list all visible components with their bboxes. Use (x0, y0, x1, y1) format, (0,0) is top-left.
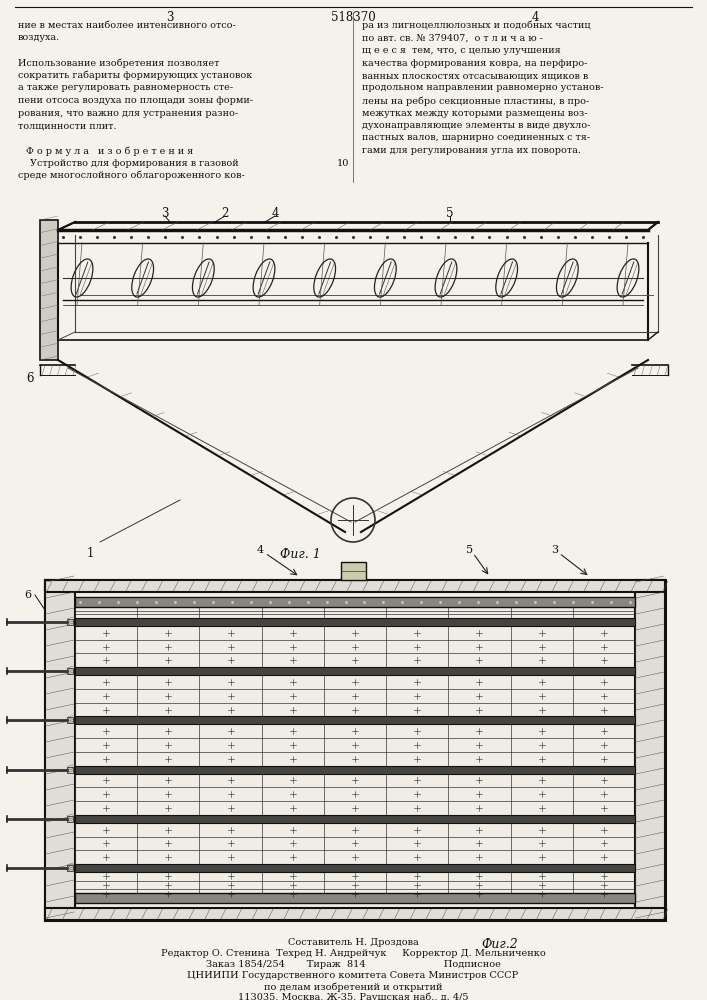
Text: по делам изобретений и открытий: по делам изобретений и открытий (264, 982, 443, 992)
Text: 4: 4 (531, 11, 539, 24)
Bar (75, 893, 635, 903)
Bar (45, 580, 665, 592)
Bar (45, 580, 75, 920)
Text: Редактор О. Стенина  Техред Н. Андрейчук     Корректор Д. Мельниченко: Редактор О. Стенина Техред Н. Андрейчук … (160, 949, 545, 958)
Text: Ф о р м у л а   и з о б р е т е н и я: Ф о р м у л а и з о б р е т е н и я (26, 146, 193, 155)
Text: 3: 3 (161, 207, 169, 220)
Bar (341, 562, 366, 580)
Text: 113035, Москва, Ж-35, Раушская наб., д. 4/5: 113035, Москва, Ж-35, Раушская наб., д. … (238, 993, 468, 1000)
Text: 6: 6 (25, 590, 32, 600)
Text: сократить габариты формирующих установок: сократить габариты формирующих установок (18, 71, 252, 81)
Text: среде многослойного облагороженного ков-: среде многослойного облагороженного ков- (18, 171, 245, 180)
Bar (75, 667, 635, 675)
Text: пастных валов, шарнирно соединенных с тя-: пастных валов, шарнирно соединенных с тя… (362, 133, 590, 142)
Bar (75, 864, 635, 872)
Text: ванных плоскостях отсасывающих ящиков в: ванных плоскостях отсасывающих ящиков в (362, 71, 588, 80)
Bar (75, 618, 635, 626)
Bar (67, 865, 73, 871)
Text: лены на ребро секционные пластины, в про-: лены на ребро секционные пластины, в про… (362, 96, 589, 105)
Text: 2: 2 (221, 207, 228, 220)
Bar (635, 580, 665, 920)
Text: 3: 3 (166, 11, 174, 24)
Text: 1: 1 (86, 547, 94, 560)
Text: 4: 4 (257, 545, 264, 555)
Text: 518370: 518370 (331, 11, 375, 24)
Bar (75, 597, 635, 607)
Text: ра из лигноцеллюлозных и подобных частиц: ра из лигноцеллюлозных и подобных частиц (362, 21, 590, 30)
Text: пени отсоса воздуха по площади зоны форми-: пени отсоса воздуха по площади зоны форм… (18, 96, 253, 105)
Text: Фиг. 1: Фиг. 1 (280, 548, 320, 561)
Text: щ е е с я  тем, что, с целью улучшения: щ е е с я тем, что, с целью улучшения (362, 46, 561, 55)
Text: межутках между которыми размещены воз-: межутках между которыми размещены воз- (362, 108, 588, 117)
Text: 6: 6 (26, 372, 34, 385)
Bar (75, 766, 635, 774)
Bar (40, 220, 58, 360)
Text: а также регулировать равномерность сте-: а также регулировать равномерность сте- (18, 84, 233, 93)
Bar (75, 716, 635, 724)
Bar (67, 619, 73, 625)
Bar (75, 815, 635, 823)
Text: 5: 5 (467, 545, 474, 555)
Text: 5: 5 (446, 207, 454, 220)
Text: по авт. св. № 379407,  о т л и ч а ю -: по авт. св. № 379407, о т л и ч а ю - (362, 33, 543, 42)
Bar (45, 908, 665, 920)
Text: 4: 4 (271, 207, 279, 220)
Text: 3: 3 (551, 545, 559, 555)
Text: Использование изобретения позволяет: Использование изобретения позволяет (18, 58, 219, 68)
Text: воздуха.: воздуха. (18, 33, 60, 42)
Text: качества формирования ковра, на перфиро-: качества формирования ковра, на перфиро- (362, 58, 588, 68)
Text: Устройство для формирования в газовой: Устройство для формирования в газовой (18, 158, 239, 167)
Bar (67, 816, 73, 822)
Text: толщинности плит.: толщинности плит. (18, 121, 117, 130)
Text: Фиг.2: Фиг.2 (481, 938, 518, 951)
Bar (67, 767, 73, 773)
Text: 10: 10 (337, 158, 349, 167)
Text: рования, что важно для устранения разно-: рования, что важно для устранения разно- (18, 108, 238, 117)
Text: духонаправляющие элементы в виде двухло-: духонаправляющие элементы в виде двухло- (362, 121, 590, 130)
Text: ЦНИИПИ Государственного комитета Совета Министров СССР: ЦНИИПИ Государственного комитета Совета … (187, 971, 519, 980)
Bar (67, 668, 73, 674)
Text: Составитель Н. Дроздова: Составитель Н. Дроздова (288, 938, 419, 947)
Bar (67, 717, 73, 723)
Text: продольном направлении равномерно установ-: продольном направлении равномерно устано… (362, 84, 604, 93)
Text: гами для регулирования угла их поворота.: гами для регулирования угла их поворота. (362, 146, 581, 155)
Text: ние в местах наиболее интенсивного отсо-: ние в местах наиболее интенсивного отсо- (18, 21, 235, 30)
Text: Заказ 1854/254       Тираж  814                         Подписное: Заказ 1854/254 Тираж 814 Подписное (206, 960, 501, 969)
Bar (45, 580, 665, 920)
